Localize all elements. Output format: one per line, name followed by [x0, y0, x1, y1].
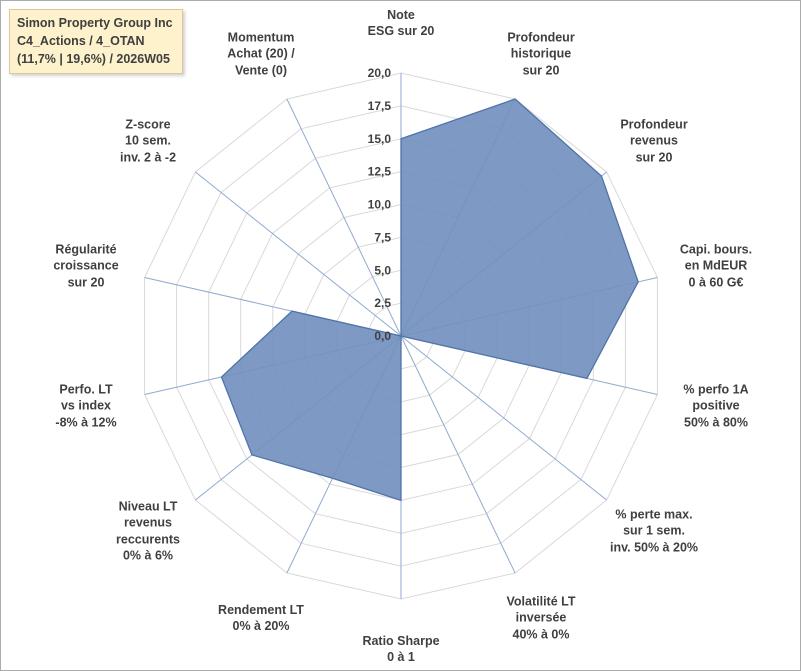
data-series-polygon: [220, 98, 639, 502]
axis-label-line: Volatilité LT: [506, 594, 576, 609]
axis-label-1: Profondeur historique sur 20: [507, 30, 574, 79]
radial-tick-label: 10,0: [368, 198, 392, 212]
axis-label-line: Profondeur: [620, 117, 688, 132]
axis-spoke: [286, 98, 402, 337]
axis-label-3: Capi. bours. en MdEUR 0 à 60 G€: [680, 242, 752, 291]
title-line-company: Simon Property Group Inc: [17, 16, 173, 30]
axis-label-line: Note: [387, 7, 415, 22]
axis-label-6: Volatilité LT inversée 40% à 0%: [507, 594, 576, 643]
axis-label-line: Momentum: [227, 30, 295, 45]
radial-tick-label: 0,0: [374, 329, 391, 343]
axis-label-line: sur 20: [522, 63, 560, 78]
axis-spoke: [195, 171, 402, 337]
axis-label-line: sur 20: [67, 275, 105, 290]
axis-label-line: inversée: [515, 610, 567, 625]
radial-tick-label: 17,5: [368, 99, 392, 113]
axis-label-line: historique: [510, 46, 572, 61]
axis-label-7: Ratio Sharpe 0 à 1: [362, 633, 439, 666]
axis-label-line: Z-score: [125, 117, 171, 132]
axis-label-12: Z-score 10 sem. inv. 2 à -2: [120, 117, 176, 166]
axis-label-line: positive: [692, 398, 740, 413]
axis-label-line: Capi. bours.: [679, 242, 753, 257]
title-line-portfolio: C4_Actions / 4_OTAN: [17, 34, 145, 49]
axis-label-line: Régularité: [55, 242, 117, 257]
axis-label-line: sur 1 sem.: [623, 523, 685, 538]
axis-label-line: croissance: [53, 258, 119, 273]
axis-label-10: Perfo. LT vs index -8% à 12%: [55, 382, 116, 431]
axis-label-line: 0% à 6%: [122, 548, 174, 563]
axis-label-line: Ratio Sharpe: [362, 633, 440, 648]
axis-spoke: [400, 335, 607, 501]
axis-label-2: Profondeur revenus sur 20: [620, 117, 687, 166]
axis-label-line: Niveau LT: [118, 499, 178, 514]
axis-label-line: revenus: [124, 515, 172, 530]
axis-label-line: vs index: [60, 398, 112, 413]
axis-spoke: [400, 335, 516, 574]
axis-label-8: Rendement LT 0% à 20%: [218, 602, 304, 635]
radial-tick-label: 7,5: [374, 230, 391, 244]
axis-label-9: Niveau LT revenus reccurents 0% à 6%: [116, 499, 180, 564]
axis-label-11: Régularité croissance sur 20: [53, 242, 118, 291]
axis-label-4: % perfo 1A positive 50% à 80%: [683, 382, 748, 431]
axis-label-line: % perte max.: [615, 507, 693, 522]
axis-label-5: % perte max. sur 1 sem. inv. 50% à 20%: [610, 507, 698, 556]
axis-label-line: Profondeur: [507, 30, 575, 45]
axis-label-line: % perfo 1A: [683, 382, 749, 397]
radial-tick-label: 20,0: [368, 66, 392, 80]
axis-label-line: ESG sur 20: [367, 24, 435, 38]
radial-tick-label: 2,5: [374, 296, 391, 310]
title-line-period: (11,7% | 19,6%) / 2026W05: [17, 52, 170, 67]
axis-label-line: 10 sem.: [125, 133, 171, 148]
axis-label-line: 0% à 20%: [232, 619, 290, 633]
axis-label-13: Momentum Achat (20) / Vente (0): [227, 30, 294, 79]
axis-label-line: reccurents: [116, 532, 180, 546]
axis-label-line: Perfo. LT: [59, 382, 113, 397]
axis-label-line: inv. 50% à 20%: [609, 540, 699, 555]
radial-tick-label: 12,5: [368, 165, 392, 179]
axis-label-0: Note ESG sur 20: [368, 7, 435, 40]
axis-label-line: 40% à 0%: [512, 627, 570, 642]
axis-label-line: 0 à 1: [387, 650, 415, 664]
axis-label-line: inv. 2 à -2: [119, 150, 177, 165]
axis-label-line: Achat (20) /: [227, 46, 295, 61]
axis-label-line: -8% à 12%: [55, 415, 117, 430]
axis-label-line: Vente (0): [234, 63, 288, 78]
radial-tick-label: 5,0: [374, 263, 391, 277]
axis-label-line: 50% à 80%: [684, 415, 748, 430]
axis-label-line: sur 20: [635, 150, 673, 165]
axis-label-line: Rendement LT: [218, 602, 304, 617]
axis-label-line: revenus: [630, 133, 678, 148]
chart-title-box: Simon Property Group Inc C4_Actions / 4_…: [9, 9, 183, 75]
radial-tick-label: 15,0: [368, 132, 392, 146]
axis-label-line: 0 à 60 G€: [688, 275, 744, 290]
axis-label-line: en MdEUR: [684, 258, 748, 273]
